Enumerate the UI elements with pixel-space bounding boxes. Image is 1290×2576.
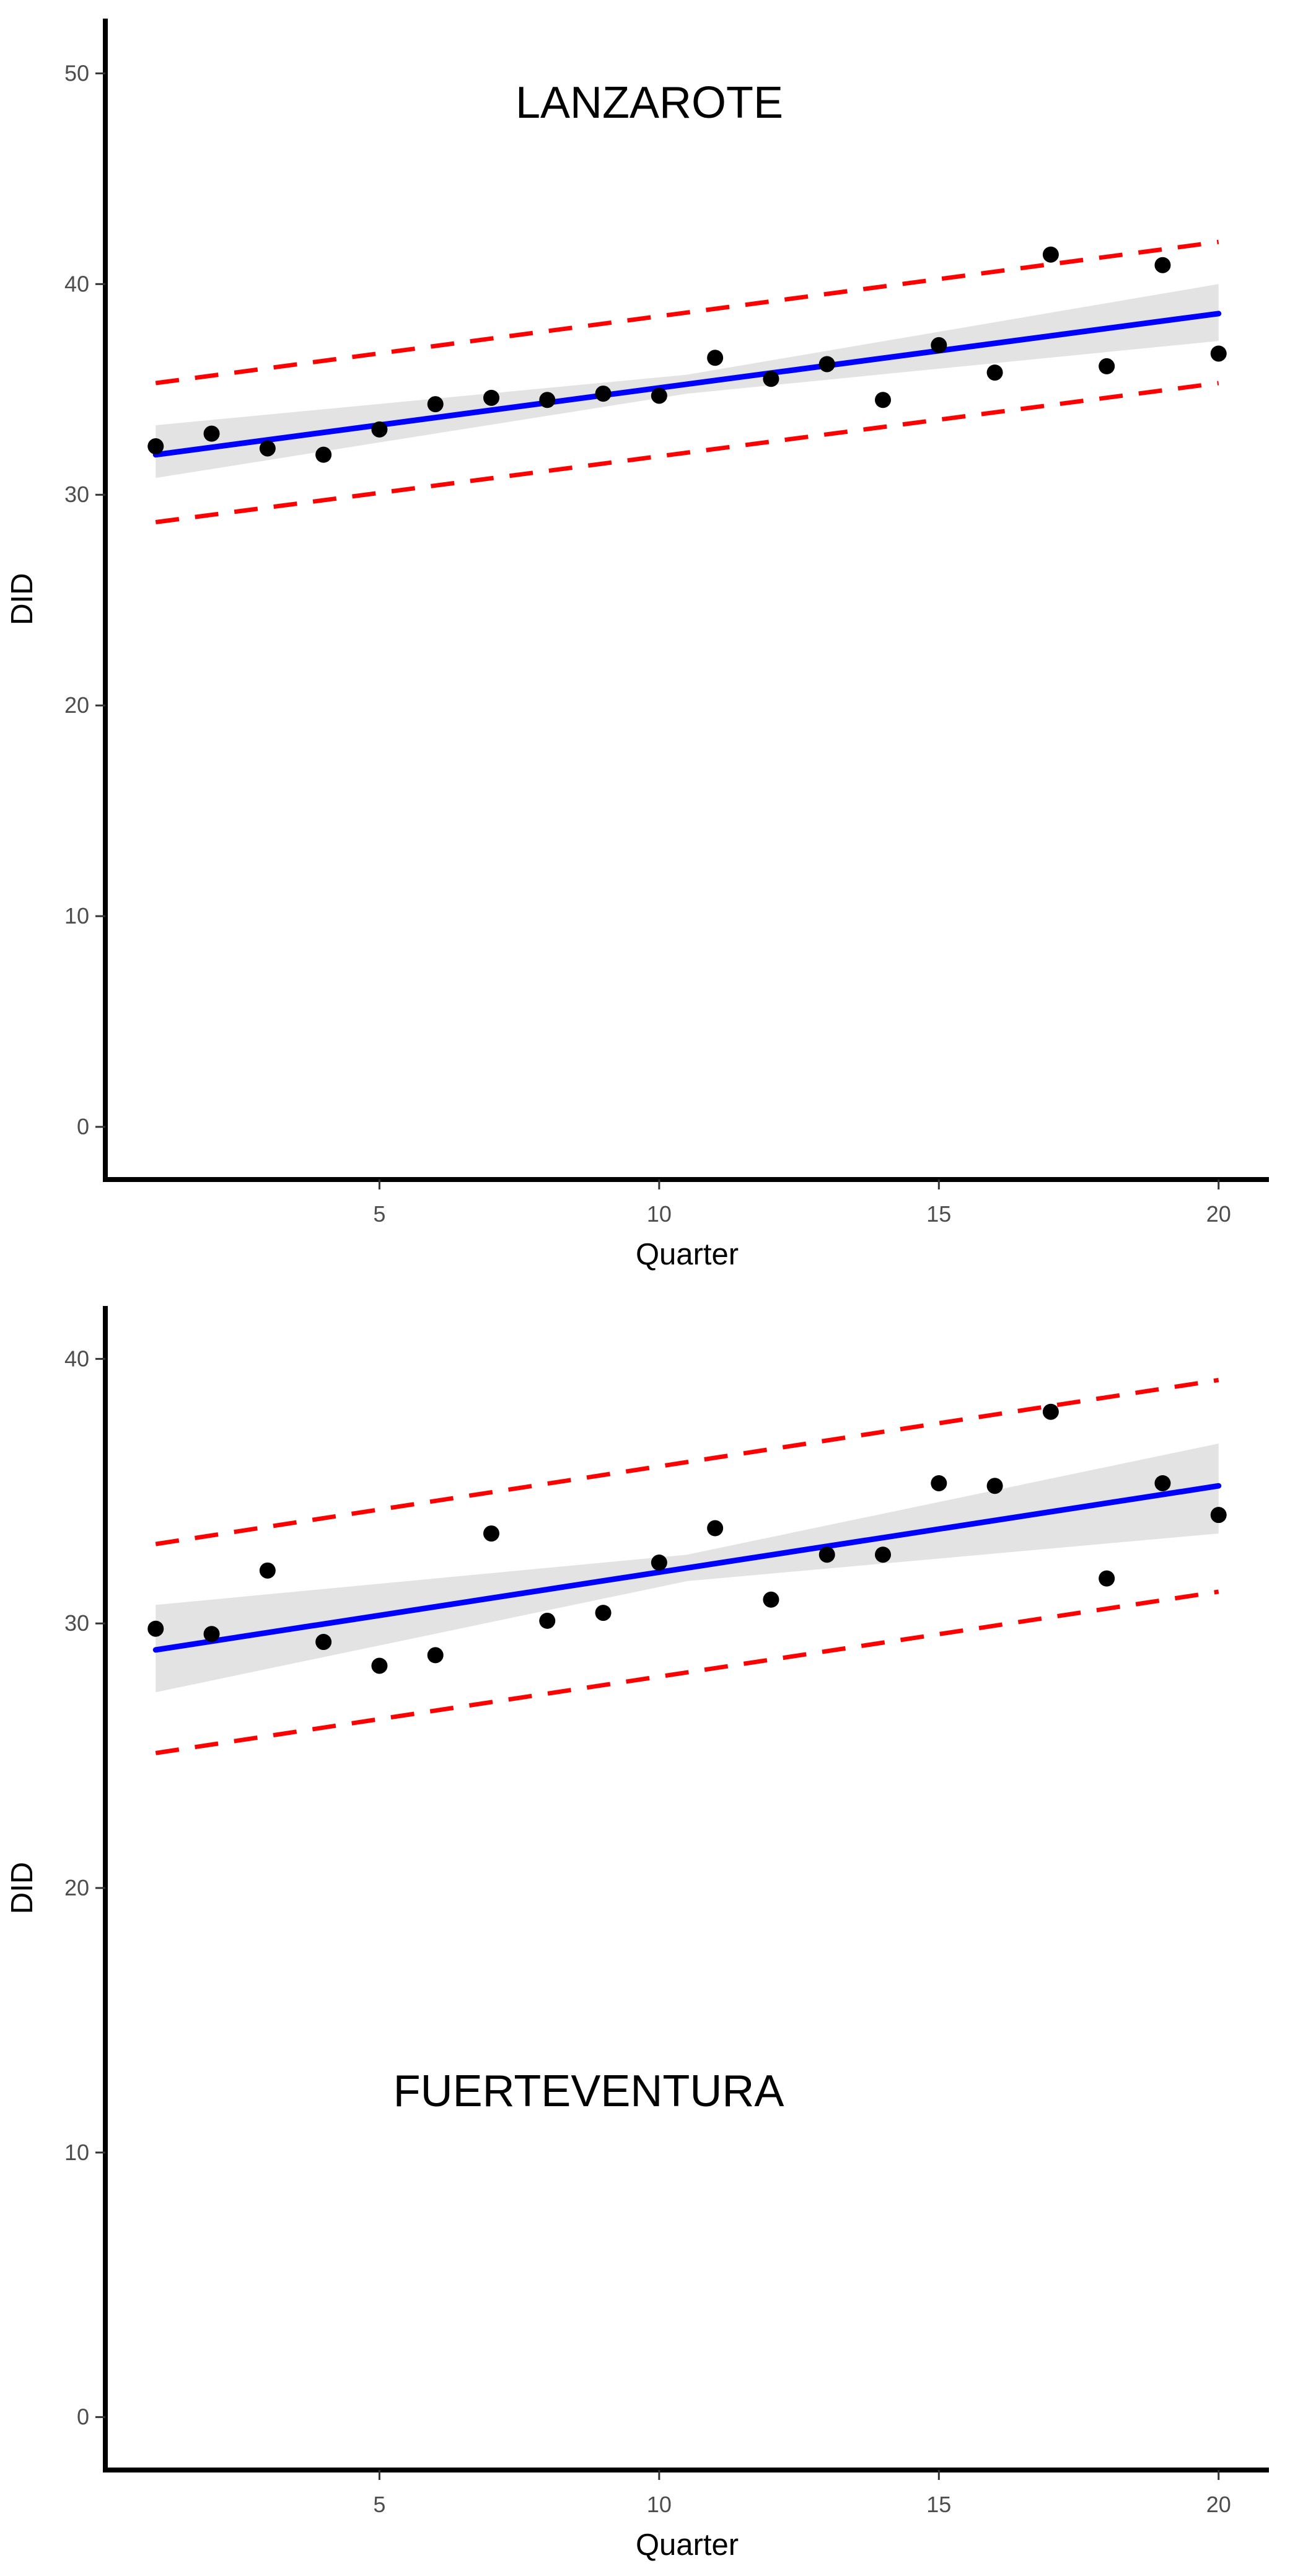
regression-line xyxy=(152,1483,1222,1653)
data-point xyxy=(147,1620,164,1637)
panel-annotation: FUERTEVENTURA xyxy=(393,2067,784,2116)
prediction-bound-upper xyxy=(155,239,1219,386)
y-tick-label: 0 xyxy=(77,2404,89,2430)
y-tick-label: 10 xyxy=(64,2140,89,2165)
data-point xyxy=(371,421,388,438)
y-axis-title: DID xyxy=(6,573,39,625)
data-point xyxy=(315,446,332,463)
data-point xyxy=(203,1626,220,1643)
x-tick-label: 10 xyxy=(647,2492,672,2517)
data-point xyxy=(707,1520,724,1537)
data-point xyxy=(763,1591,779,1608)
data-point xyxy=(595,1605,612,1621)
data-point xyxy=(259,440,276,457)
data-point xyxy=(875,392,892,408)
prediction-bound-upper xyxy=(155,1378,1219,1546)
data-point xyxy=(1154,1475,1171,1491)
y-tick-label: 50 xyxy=(64,60,89,86)
x-axis-title: Quarter xyxy=(636,2528,739,2562)
data-point xyxy=(875,1546,892,1563)
panel-annotation: LANZAROTE xyxy=(516,78,783,128)
prediction-bound-lower xyxy=(155,381,1219,524)
data-point xyxy=(427,396,444,413)
y-axis-title: DID xyxy=(6,1862,39,1914)
x-axis-title: Quarter xyxy=(636,1238,739,1271)
data-point xyxy=(371,1657,388,1674)
y-tick-label: 20 xyxy=(64,1875,89,1900)
data-point xyxy=(931,337,947,353)
x-tick-label: 20 xyxy=(1206,1201,1231,1227)
confidence-band xyxy=(156,284,1219,479)
data-point xyxy=(1099,358,1115,374)
data-point xyxy=(651,387,667,404)
y-tick-label: 10 xyxy=(64,903,89,929)
x-tick-label: 15 xyxy=(926,2492,951,2517)
y-tick-label: 0 xyxy=(77,1114,89,1139)
data-point xyxy=(595,386,612,402)
data-point xyxy=(427,1647,444,1664)
data-point xyxy=(483,389,499,406)
data-point xyxy=(707,350,724,366)
data-point xyxy=(147,438,164,455)
y-tick-label: 40 xyxy=(64,1346,89,1371)
fuerteventura-panel: 0 10 20 30 40 5 10 15 20 Quarter DID FUERTEVENTURA xyxy=(6,1306,1269,2562)
y-tick-label: 30 xyxy=(64,482,89,507)
data-point xyxy=(203,425,220,442)
data-point xyxy=(763,371,779,387)
y-tick-label: 20 xyxy=(64,692,89,718)
data-point xyxy=(818,356,835,373)
data-point xyxy=(315,1634,332,1651)
x-tick-label: 5 xyxy=(373,2492,385,2517)
data-point xyxy=(539,392,556,408)
data-point xyxy=(1042,1403,1059,1420)
x-tick-label: 10 xyxy=(647,1201,672,1227)
data-point xyxy=(259,1562,276,1579)
data-point xyxy=(1210,1507,1227,1524)
regression-line xyxy=(152,311,1222,458)
data-point xyxy=(1210,345,1227,362)
data-point xyxy=(483,1525,499,1542)
data-point xyxy=(1099,1570,1115,1587)
data-point xyxy=(539,1612,556,1629)
data-point xyxy=(986,364,1003,381)
data-point xyxy=(818,1546,835,1563)
prediction-bound-lower xyxy=(155,1589,1219,1755)
data-point xyxy=(1042,246,1059,263)
y-tick-label: 30 xyxy=(64,1610,89,1636)
x-tick-label: 5 xyxy=(373,1201,385,1227)
lanzarote-panel: 0 10 20 30 40 50 5 10 15 20 Quarter DID LANZAROTE xyxy=(6,19,1269,1271)
data-point xyxy=(1154,257,1171,273)
data-point xyxy=(651,1555,667,1571)
x-tick-label: 15 xyxy=(926,1201,951,1227)
x-tick-label: 20 xyxy=(1206,2492,1231,2517)
data-point xyxy=(986,1478,1003,1494)
data-point xyxy=(931,1475,947,1491)
y-tick-label: 40 xyxy=(64,271,89,296)
